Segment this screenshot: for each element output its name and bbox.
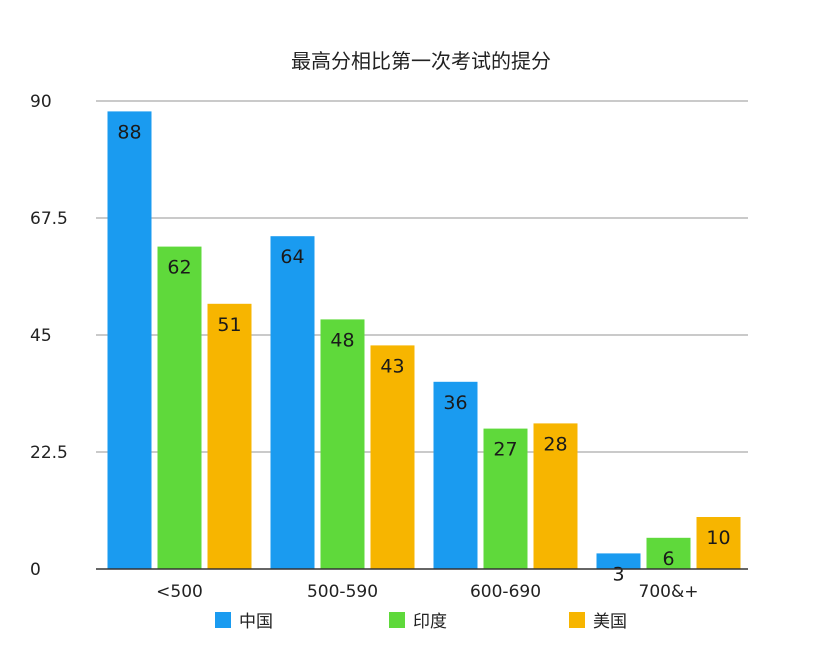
x-category-label: 600-690	[470, 582, 541, 602]
bar-中国-600-690	[433, 381, 478, 569]
bar-印度-<500	[157, 246, 202, 569]
data-label: 48	[330, 329, 354, 351]
data-label: 51	[217, 314, 241, 336]
y-tick-label: 0	[30, 560, 41, 580]
y-tick-label: 67.5	[30, 209, 68, 229]
bar-美国-<500	[207, 303, 252, 569]
data-label: 28	[543, 433, 567, 455]
bar-美国-500-590	[370, 345, 415, 569]
bar-美国-600-690	[533, 423, 578, 569]
bar-中国-<500	[107, 111, 152, 570]
data-label: 88	[117, 121, 141, 143]
data-label: 6	[662, 548, 674, 570]
data-label: 3	[612, 563, 624, 585]
x-category-label: 500-590	[307, 582, 378, 602]
y-tick-label: 45	[30, 326, 52, 346]
bar-中国-700&+	[596, 553, 641, 569]
grid-lines	[96, 100, 748, 453]
data-label: 43	[380, 355, 404, 377]
bar-印度-500-590	[320, 319, 365, 569]
x-axis-categories: <500 500-590 600-690 700&+	[156, 582, 698, 602]
x-category-label: <500	[156, 582, 203, 602]
legend-label: 中国	[239, 612, 273, 632]
y-tick-label: 90	[30, 92, 52, 112]
bar-印度-600-690	[483, 428, 528, 569]
data-label: 10	[706, 527, 730, 549]
legend-label: 印度	[413, 612, 447, 632]
data-label: 27	[493, 439, 517, 461]
legend-swatch	[389, 612, 405, 628]
data-label: 62	[167, 257, 191, 279]
legend-label: 美国	[593, 612, 627, 632]
y-axis-ticks: 0 22.5 45 67.5 90	[30, 92, 68, 580]
legend-swatch	[215, 612, 231, 628]
y-tick-label: 22.5	[30, 443, 68, 463]
bars	[107, 111, 741, 570]
data-label: 36	[443, 392, 467, 414]
bar-中国-500-590	[270, 236, 315, 569]
legend-swatch	[569, 612, 585, 628]
data-label: 64	[280, 246, 304, 268]
legend: 中国 印度 美国	[215, 612, 627, 632]
chart-title: 最高分相比第一次考试的提分	[291, 49, 551, 73]
bar-美国-700&+	[696, 517, 741, 569]
bar-印度-700&+	[646, 537, 691, 569]
x-category-label: 700&+	[639, 582, 699, 602]
